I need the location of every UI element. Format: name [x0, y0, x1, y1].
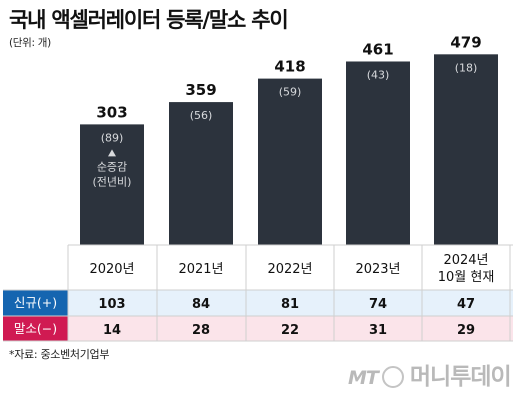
bar	[346, 61, 410, 245]
bar-value-label: 461	[362, 40, 393, 58]
bar-value-label: 479	[450, 33, 481, 51]
net-change-note-sub: (전년비)	[93, 175, 132, 188]
bar-value-label: 303	[96, 103, 127, 121]
row-value: 103	[98, 297, 125, 312]
bar	[434, 54, 498, 246]
source-footnote: *자료: 중소벤처기업부	[9, 348, 110, 361]
row-value: 29	[457, 323, 475, 338]
watermark-logo: MT 머니투데이	[348, 357, 512, 391]
row-value: 84	[192, 297, 210, 312]
del-row-bg	[68, 316, 513, 341]
chart-title: 국내 액셀러레이터 등록/말소 추이	[9, 8, 289, 32]
row-value: 47	[457, 297, 475, 312]
bar-value-label: 418	[274, 58, 305, 76]
category-label: 2023년	[355, 262, 400, 277]
row-value: 74	[369, 297, 387, 312]
row-value: 28	[192, 323, 210, 338]
net-change-label: (56)	[190, 109, 213, 122]
row-value: 31	[369, 323, 387, 338]
row-label: 신규(+)	[14, 295, 57, 310]
net-change-label: (89)	[101, 131, 124, 144]
net-change-label: (59)	[279, 86, 302, 99]
category-label: 2022년	[267, 262, 312, 277]
bar	[80, 124, 144, 245]
row-value: 22	[281, 323, 299, 338]
mt-logo: MT	[348, 367, 379, 389]
del-row-label-bg	[3, 316, 68, 341]
bar	[258, 78, 322, 245]
category-label-sub: 10월 현재	[438, 270, 495, 285]
chart-canvas: 303 (89) 359 (56) 418 (59) 461 (43) 479 (18) 순증감 (전…	[3, 33, 513, 342]
logo-circle-icon	[381, 366, 404, 388]
net-change-note: 순증감	[97, 160, 127, 173]
new-row-label-bg	[3, 290, 68, 316]
category-label: 2021년	[178, 262, 223, 277]
bar	[169, 102, 233, 245]
row-value: 14	[103, 323, 121, 338]
net-change-label: (18)	[455, 61, 478, 74]
up-triangle-icon	[108, 149, 116, 157]
category-label: 2020년	[89, 262, 134, 277]
category-label: 2024년	[443, 253, 488, 268]
row-label: 말소(−)	[14, 321, 57, 336]
new-row-bg	[68, 290, 513, 316]
row-value: 81	[281, 297, 299, 312]
unit-note: (단위: 개)	[9, 37, 51, 49]
net-change-label: (43)	[367, 68, 390, 81]
watermark-text: 머니투데이	[409, 364, 512, 390]
bar-value-label: 359	[185, 81, 216, 99]
